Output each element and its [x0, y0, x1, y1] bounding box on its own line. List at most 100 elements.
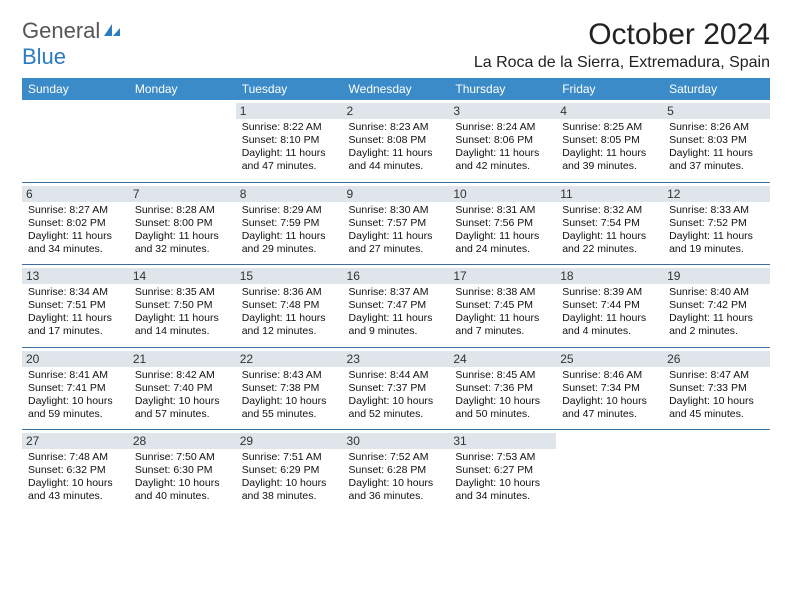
day-number: 18	[556, 268, 663, 284]
day-number: 3	[449, 103, 556, 119]
day-cell	[663, 430, 770, 512]
day-cell: 15Sunrise: 8:36 AMSunset: 7:48 PMDayligh…	[236, 265, 343, 348]
week-row: 13 Sunrise: 8:34 AMSunset: 7:51 PMDayligh…	[22, 265, 770, 348]
week-row: 6 Sunrise: 8:27 AMSunset: 8:02 PMDaylight…	[22, 182, 770, 265]
day-details: Sunrise: 8:29 AMSunset: 7:59 PMDaylight:…	[242, 204, 337, 257]
day-cell: 7Sunrise: 8:28 AMSunset: 8:00 PMDaylight…	[129, 182, 236, 265]
day-number: 22	[236, 351, 343, 367]
day-details: Sunrise: 8:31 AMSunset: 7:56 PMDaylight:…	[455, 204, 550, 257]
day-number: 9	[343, 186, 450, 202]
day-details: Sunrise: 8:34 AMSunset: 7:51 PMDaylight:…	[28, 286, 123, 339]
day-number: 21	[129, 351, 236, 367]
day-number: 10	[449, 186, 556, 202]
logo: GeneralBlue	[22, 18, 122, 70]
day-cell: 28 Sunrise: 7:50 AMSunset: 6:30 PMDayligh…	[129, 430, 236, 512]
day-details: Sunrise: 8:30 AMSunset: 7:57 PMDaylight:…	[349, 204, 444, 257]
day-cell: 17Sunrise: 8:38 AMSunset: 7:45 PMDayligh…	[449, 265, 556, 348]
day-cell: 12 Sunrise: 8:33 AMSunset: 7:52 PMDayligh…	[663, 182, 770, 265]
day-cell: 8Sunrise: 8:29 AMSunset: 7:59 PMDaylight…	[236, 182, 343, 265]
day-details: Sunrise: 7:50 AMSunset: 6:30 PMDaylight:…	[135, 451, 230, 504]
day-number: 19	[663, 268, 770, 284]
weekday-header: Sunday	[22, 78, 129, 100]
day-number: 27	[22, 433, 129, 449]
logo-sail-icon	[102, 18, 122, 44]
day-details: Sunrise: 8:40 AMSunset: 7:42 PMDaylight:…	[669, 286, 764, 339]
day-details: Sunrise: 8:23 AMSunset: 8:08 PMDaylight:…	[349, 121, 444, 174]
day-number: 5	[663, 103, 770, 119]
day-details: Sunrise: 8:24 AMSunset: 8:06 PMDaylight:…	[455, 121, 550, 174]
day-cell: 4 Sunrise: 8:25 AMSunset: 8:05 PMDaylight…	[556, 100, 663, 182]
location: La Roca de la Sierra, Extremadura, Spain	[474, 54, 770, 72]
weekday-header: Monday	[129, 78, 236, 100]
day-number: 24	[449, 351, 556, 367]
day-number: 14	[129, 268, 236, 284]
day-details: Sunrise: 8:26 AMSunset: 8:03 PMDaylight:…	[669, 121, 764, 174]
day-details: Sunrise: 8:42 AMSunset: 7:40 PMDaylight:…	[135, 369, 230, 422]
day-details: Sunrise: 7:51 AMSunset: 6:29 PMDaylight:…	[242, 451, 337, 504]
day-cell: 6 Sunrise: 8:27 AMSunset: 8:02 PMDaylight…	[22, 182, 129, 265]
day-number: 2	[343, 103, 450, 119]
header: GeneralBlue October 2024 La Roca de la S…	[22, 18, 770, 72]
day-number: 26	[663, 351, 770, 367]
day-cell: 14 Sunrise: 8:35 AMSunset: 7:50 PMDayligh…	[129, 265, 236, 348]
day-number: 25	[556, 351, 663, 367]
day-details: Sunrise: 8:46 AMSunset: 7:34 PMDaylight:…	[562, 369, 657, 422]
day-cell: 31 Sunrise: 7:53 AMSunset: 6:27 PMDayligh…	[449, 430, 556, 512]
day-details: Sunrise: 8:41 AMSunset: 7:41 PMDaylight:…	[28, 369, 123, 422]
day-cell: 3 Sunrise: 8:24 AMSunset: 8:06 PMDaylight…	[449, 100, 556, 182]
month-title: October 2024	[474, 18, 770, 52]
day-cell: 23 Sunrise: 8:44 AMSunset: 7:37 PMDayligh…	[343, 347, 450, 430]
day-cell: 19 Sunrise: 8:40 AMSunset: 7:42 PMDayligh…	[663, 265, 770, 348]
day-cell: 29Sunrise: 7:51 AMSunset: 6:29 PMDayligh…	[236, 430, 343, 512]
day-details: Sunrise: 8:39 AMSunset: 7:44 PMDaylight:…	[562, 286, 657, 339]
day-number: 1	[236, 103, 343, 119]
day-number: 6	[22, 186, 129, 202]
week-row: 27 Sunrise: 7:48 AMSunset: 6:32 PMDayligh…	[22, 430, 770, 512]
day-details: Sunrise: 8:47 AMSunset: 7:33 PMDaylight:…	[669, 369, 764, 422]
day-cell: 25 Sunrise: 8:46 AMSunset: 7:34 PMDayligh…	[556, 347, 663, 430]
day-cell: 20 Sunrise: 8:41 AMSunset: 7:41 PMDayligh…	[22, 347, 129, 430]
day-number: 23	[343, 351, 450, 367]
logo-word-blue: Blue	[22, 44, 66, 69]
day-cell: 5 Sunrise: 8:26 AMSunset: 8:03 PMDaylight…	[663, 100, 770, 182]
day-number: 12	[663, 186, 770, 202]
logo-text: GeneralBlue	[22, 18, 122, 70]
weekday-header-row: Sunday Monday Tuesday Wednesday Thursday…	[22, 78, 770, 100]
day-cell: 26 Sunrise: 8:47 AMSunset: 7:33 PMDayligh…	[663, 347, 770, 430]
day-cell	[556, 430, 663, 512]
day-cell: 24Sunrise: 8:45 AMSunset: 7:36 PMDayligh…	[449, 347, 556, 430]
day-cell: 21 Sunrise: 8:42 AMSunset: 7:40 PMDayligh…	[129, 347, 236, 430]
day-number: 16	[343, 268, 450, 284]
day-details: Sunrise: 8:33 AMSunset: 7:52 PMDaylight:…	[669, 204, 764, 257]
week-row: 1 Sunrise: 8:22 AMSunset: 8:10 PMDaylight…	[22, 100, 770, 182]
day-details: Sunrise: 8:36 AMSunset: 7:48 PMDaylight:…	[242, 286, 337, 339]
day-number: 11	[556, 186, 663, 202]
calendar-table: Sunday Monday Tuesday Wednesday Thursday…	[22, 78, 770, 512]
weekday-header: Wednesday	[343, 78, 450, 100]
day-cell: 9 Sunrise: 8:30 AMSunset: 7:57 PMDaylight…	[343, 182, 450, 265]
day-details: Sunrise: 8:43 AMSunset: 7:38 PMDaylight:…	[242, 369, 337, 422]
day-details: Sunrise: 8:37 AMSunset: 7:47 PMDaylight:…	[349, 286, 444, 339]
day-details: Sunrise: 8:27 AMSunset: 8:02 PMDaylight:…	[28, 204, 123, 257]
day-number: 4	[556, 103, 663, 119]
day-number: 13	[22, 268, 129, 284]
weekday-header: Thursday	[449, 78, 556, 100]
day-cell	[22, 100, 129, 182]
day-number: 20	[22, 351, 129, 367]
day-details: Sunrise: 8:25 AMSunset: 8:05 PMDaylight:…	[562, 121, 657, 174]
day-details: Sunrise: 7:48 AMSunset: 6:32 PMDaylight:…	[28, 451, 123, 504]
day-cell: 16 Sunrise: 8:37 AMSunset: 7:47 PMDayligh…	[343, 265, 450, 348]
day-cell: 22 Sunrise: 8:43 AMSunset: 7:38 PMDayligh…	[236, 347, 343, 430]
weekday-header: Friday	[556, 78, 663, 100]
day-details: Sunrise: 8:22 AMSunset: 8:10 PMDaylight:…	[242, 121, 337, 174]
day-number: 31	[449, 433, 556, 449]
day-details: Sunrise: 8:44 AMSunset: 7:37 PMDaylight:…	[349, 369, 444, 422]
day-details: Sunrise: 7:52 AMSunset: 6:28 PMDaylight:…	[349, 451, 444, 504]
week-row: 20 Sunrise: 8:41 AMSunset: 7:41 PMDayligh…	[22, 347, 770, 430]
day-number: 30	[343, 433, 450, 449]
day-cell: 13 Sunrise: 8:34 AMSunset: 7:51 PMDayligh…	[22, 265, 129, 348]
day-details: Sunrise: 7:53 AMSunset: 6:27 PMDaylight:…	[455, 451, 550, 504]
day-details: Sunrise: 8:35 AMSunset: 7:50 PMDaylight:…	[135, 286, 230, 339]
day-number: 28	[129, 433, 236, 449]
day-cell: 10 Sunrise: 8:31 AMSunset: 7:56 PMDayligh…	[449, 182, 556, 265]
